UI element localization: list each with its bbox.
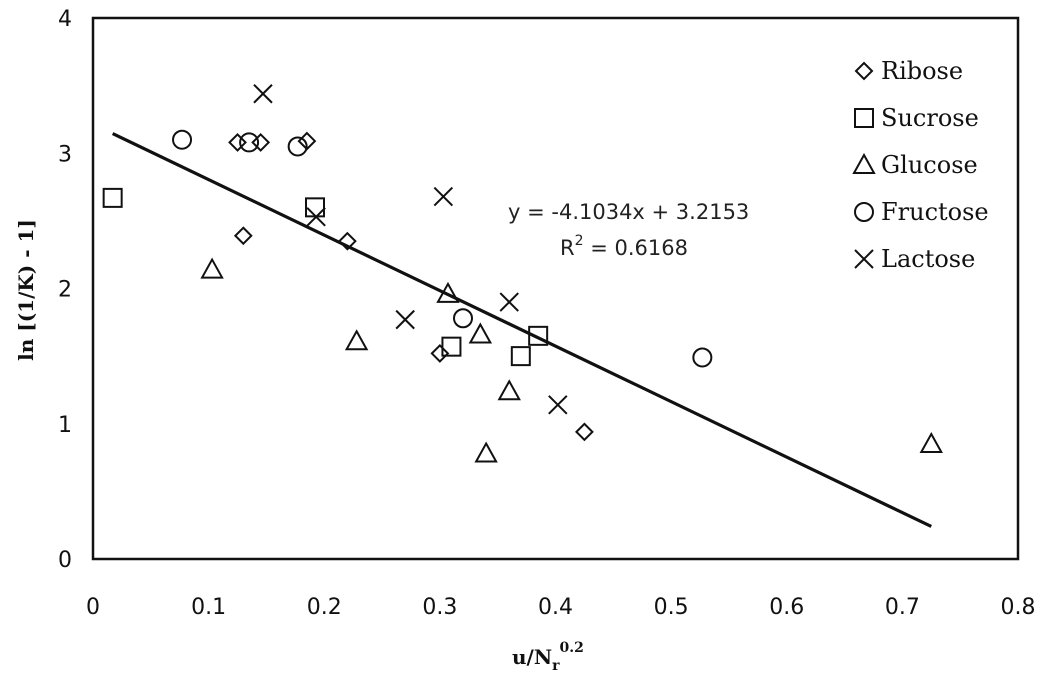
trendline xyxy=(111,132,932,528)
trend-equation: y = -4.1034x + 3.2153 xyxy=(508,200,749,224)
fructose-point xyxy=(172,129,193,150)
ribose-point xyxy=(337,231,357,251)
x-tick-label: 0.3 xyxy=(422,595,457,620)
x-tick-label: 0.7 xyxy=(885,595,920,620)
glucose-point xyxy=(497,379,521,401)
y-tick-label: 4 xyxy=(58,7,72,32)
fructose-point xyxy=(453,308,473,329)
ribose-point xyxy=(430,344,450,363)
ribose-point xyxy=(251,133,271,152)
x-tick-label: 0.1 xyxy=(191,595,226,620)
x-tick-label: 0.6 xyxy=(769,595,804,620)
sucrose-point xyxy=(102,187,123,208)
glucose-point xyxy=(474,441,498,463)
lactose-point xyxy=(395,309,415,330)
legend-fructose-marker xyxy=(854,202,874,222)
x-axis-title-sup: 0.2 xyxy=(560,640,584,656)
lactose-point xyxy=(499,292,519,312)
lactose-point xyxy=(253,84,273,104)
sucrose-point xyxy=(528,325,549,346)
glucose-point xyxy=(200,257,224,279)
r-squared-value: = 0.6168 xyxy=(584,236,688,260)
x-tick-label: 0.2 xyxy=(307,595,342,620)
lactose-point xyxy=(306,207,326,227)
legend-ribose-label: Ribose xyxy=(881,57,963,85)
glucose-point xyxy=(468,322,493,344)
legend-sucrose-label: Sucrose xyxy=(881,104,979,132)
ribose-point xyxy=(574,422,594,442)
sucrose-point xyxy=(305,197,325,218)
y-tick-label: 3 xyxy=(58,142,72,167)
y-axis-title: ln [(1/K) - 1] xyxy=(14,219,38,361)
ribose-point xyxy=(233,226,253,246)
glucose-point xyxy=(436,281,460,303)
fructose-point xyxy=(239,132,260,153)
y-tick-label: 2 xyxy=(58,278,72,303)
x-tick-label: 0.4 xyxy=(538,595,573,620)
r-squared-prefix: R xyxy=(560,236,575,260)
r-squared-sup: 2 xyxy=(575,233,584,249)
y-tick-label: 0 xyxy=(58,548,72,573)
legend-fructose-label: Fructose xyxy=(881,198,989,226)
legend-lactose-label: Lactose xyxy=(881,245,975,273)
sucrose-point xyxy=(441,336,462,357)
glucose-point xyxy=(344,329,369,351)
x-axis-title-main: u/N xyxy=(512,645,552,669)
x-tick-labels: 0 0.1 0.2 0.3 0.4 0.5 0.6 0.7 0.8 xyxy=(86,595,1036,620)
r-squared-label: R2 = 0.6168 xyxy=(560,233,688,260)
data-points xyxy=(102,84,943,463)
legend-ribose-marker xyxy=(854,61,874,81)
legend-lactose-marker xyxy=(854,249,874,269)
plot-frame xyxy=(91,16,1020,561)
fructose-point xyxy=(287,136,308,157)
lactose-point xyxy=(548,395,568,415)
fructose-point xyxy=(692,347,713,368)
legend-sucrose-marker xyxy=(854,108,874,128)
x-axis-title-sub: r xyxy=(552,658,560,674)
lactose-point xyxy=(433,186,454,207)
ribose-point xyxy=(228,133,247,152)
x-tick-label: 0.8 xyxy=(1001,595,1036,620)
legend: Ribose Sucrose Glucose Fructose Lactose xyxy=(852,57,989,273)
sucrose-point xyxy=(510,346,531,367)
x-axis-title: u/Nr0.2 xyxy=(512,640,584,674)
y-tick-label: 1 xyxy=(58,413,72,438)
glucose-point xyxy=(919,431,943,454)
x-tick-label: 0 xyxy=(86,595,100,620)
y-tick-labels: 0 1 2 3 4 xyxy=(58,7,72,573)
x-tick-label: 0.5 xyxy=(654,595,689,620)
legend-glucose-label: Glucose xyxy=(881,151,978,179)
legend-glucose-marker xyxy=(852,152,876,174)
